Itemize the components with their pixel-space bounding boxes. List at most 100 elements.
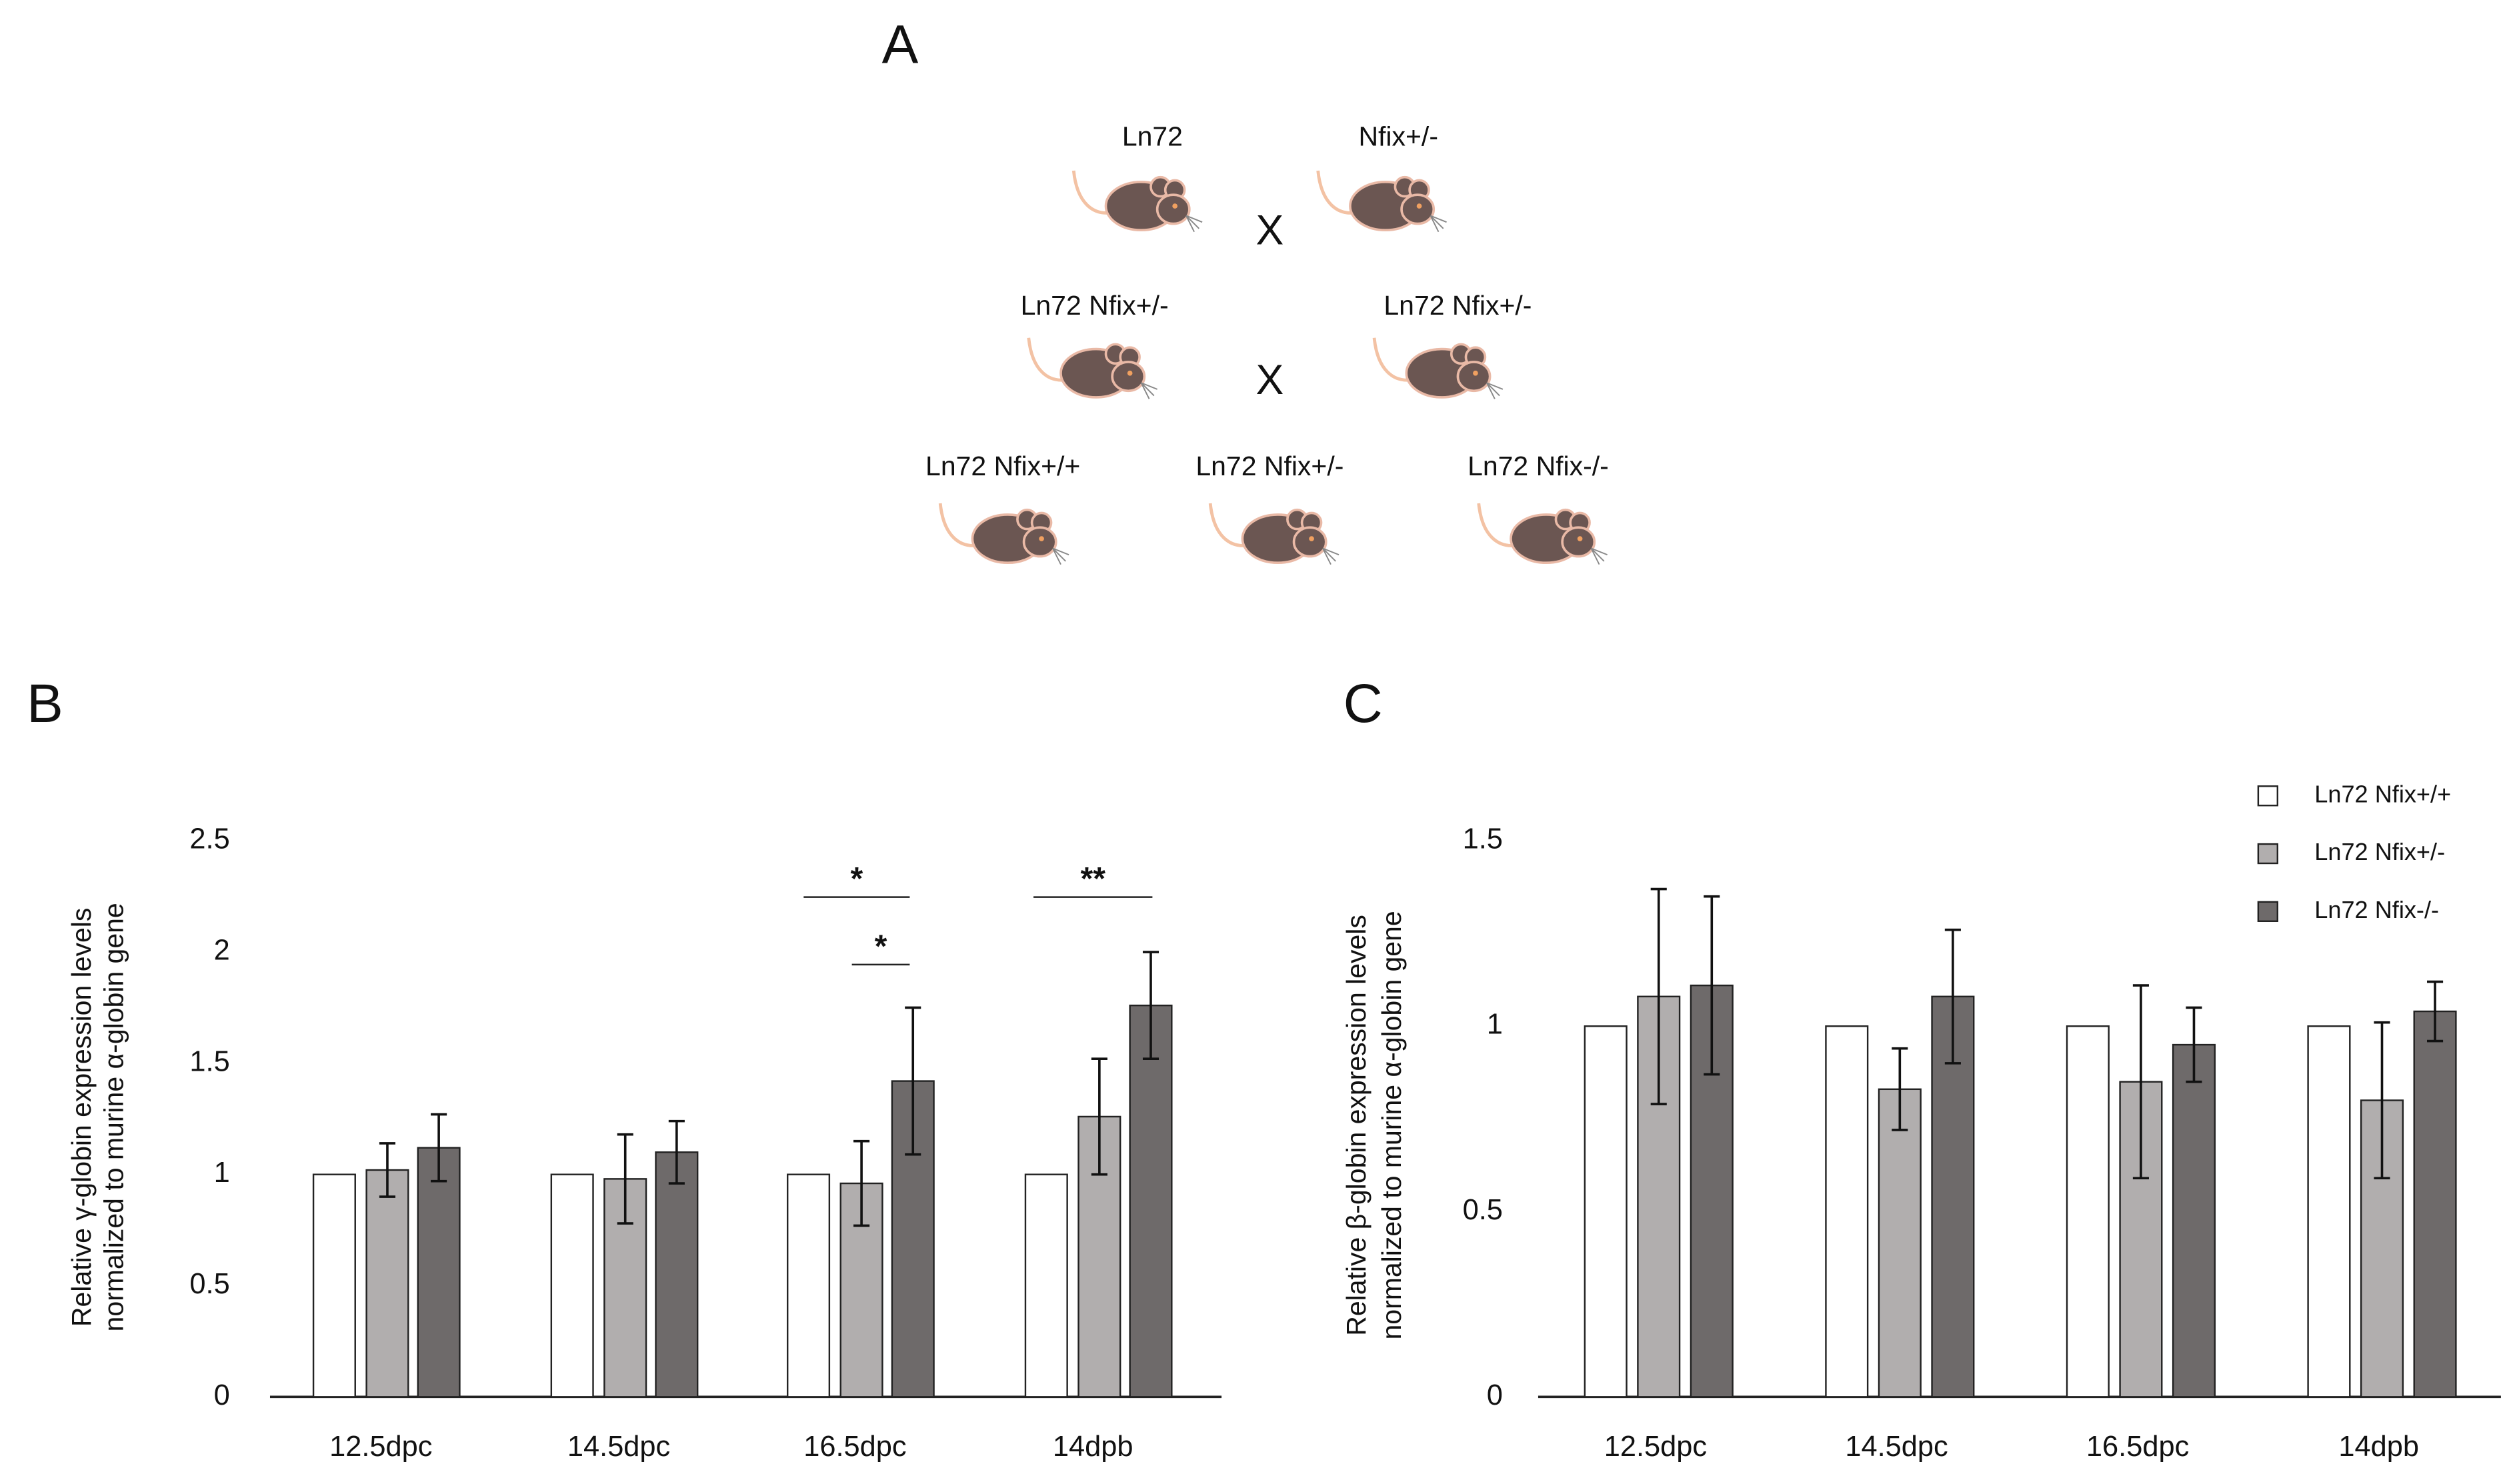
error-bar bbox=[2374, 1021, 2390, 1180]
mouse-eye bbox=[1172, 203, 1178, 209]
legend-swatch bbox=[2257, 785, 2279, 807]
y-axis-label: normalized to murine α-globin gene bbox=[1376, 911, 1407, 1339]
error-bar bbox=[1142, 951, 1159, 1061]
mouse-head bbox=[1022, 526, 1057, 558]
y-axis-label: Relative β-globin expression levels bbox=[1341, 915, 1372, 1336]
significance-label: * bbox=[850, 861, 863, 897]
mouse-whiskers bbox=[1430, 215, 1447, 233]
error-bar bbox=[668, 1119, 685, 1185]
bar bbox=[312, 1173, 356, 1398]
mouse-icon bbox=[938, 503, 1069, 565]
mouse-whiskers bbox=[1486, 382, 1504, 399]
error-bar bbox=[1944, 928, 1961, 1065]
error-bar bbox=[1091, 1057, 1107, 1176]
bar bbox=[2066, 1025, 2110, 1398]
bar bbox=[365, 1169, 409, 1398]
mouse-label: Ln72 Nfix-/- bbox=[1468, 451, 1609, 481]
error-bar bbox=[2186, 1006, 2202, 1083]
mouse-label: Nfix+/- bbox=[1358, 121, 1438, 152]
mouse-eye bbox=[1039, 536, 1044, 541]
error-bar bbox=[431, 1113, 447, 1183]
y-tick-label: 1 bbox=[214, 1157, 230, 1189]
legend-swatch bbox=[2257, 901, 2279, 922]
mouse-icon bbox=[1027, 337, 1157, 399]
legend-swatch bbox=[2257, 843, 2279, 865]
bar bbox=[2172, 1043, 2216, 1398]
mouse-label: Ln72 bbox=[1122, 121, 1183, 152]
error-bar bbox=[905, 1006, 921, 1156]
mouse-eye bbox=[1416, 203, 1422, 209]
bar bbox=[1024, 1173, 1068, 1398]
mouse-label: Ln72 Nfix+/- bbox=[1021, 290, 1169, 321]
error-bar bbox=[1704, 895, 1720, 1076]
y-tick-label: 1 bbox=[1487, 1009, 1503, 1041]
x-tick-label: 14dpb bbox=[2338, 1431, 2419, 1463]
bar bbox=[417, 1147, 461, 1398]
mouse-eye bbox=[1127, 370, 1133, 376]
significance-label: ** bbox=[1080, 861, 1105, 897]
bar bbox=[1129, 1004, 1173, 1398]
mouse-head bbox=[1111, 361, 1146, 393]
bar bbox=[786, 1173, 831, 1398]
mouse-icon bbox=[1316, 170, 1447, 233]
mouse-eye bbox=[1473, 370, 1478, 376]
y-tick-label: 2 bbox=[214, 935, 230, 967]
x-tick-label: 14.5dpc bbox=[567, 1431, 670, 1463]
mouse-whiskers bbox=[1322, 547, 1340, 565]
bar bbox=[1825, 1025, 1869, 1398]
mouse-label: Ln72 Nfix+/+ bbox=[925, 451, 1080, 481]
error-bar bbox=[379, 1142, 396, 1198]
y-tick-label: 1.5 bbox=[189, 1045, 229, 1077]
bar bbox=[655, 1151, 699, 1398]
panel-label: C bbox=[1344, 673, 1383, 734]
error-bar bbox=[2427, 980, 2444, 1043]
bar bbox=[2307, 1025, 2351, 1398]
bar bbox=[1584, 1025, 1628, 1398]
x-tick-label: 16.5dpc bbox=[2086, 1431, 2189, 1463]
error-bar bbox=[1650, 887, 1667, 1105]
y-tick-label: 0.5 bbox=[1463, 1194, 1503, 1226]
mouse-whiskers bbox=[1590, 547, 1608, 565]
x-tick-label: 14.5dpc bbox=[1845, 1431, 1948, 1463]
mouse-head bbox=[1155, 193, 1191, 225]
mouse-eye bbox=[1577, 536, 1583, 541]
y-axis-label: normalized to murine α-globin gene bbox=[98, 903, 129, 1331]
legend-label: Ln72 Nfix+/- bbox=[2314, 838, 2445, 865]
y-tick-label: 0.5 bbox=[189, 1268, 229, 1300]
x-tick-label: 12.5dpc bbox=[1604, 1431, 1707, 1463]
mouse-whiskers bbox=[1185, 215, 1203, 233]
mouse-icon bbox=[1372, 337, 1504, 399]
error-bar bbox=[617, 1133, 633, 1225]
bar bbox=[1878, 1088, 1922, 1398]
mouse-label: Ln72 Nfix+/- bbox=[1195, 451, 1344, 481]
x-tick-label: 12.5dpc bbox=[329, 1431, 432, 1463]
mouse-icon bbox=[1477, 503, 1608, 565]
y-tick-label: 2.5 bbox=[189, 823, 229, 855]
error-bar bbox=[1892, 1047, 1908, 1131]
mouse-head bbox=[1561, 526, 1596, 558]
bar bbox=[550, 1173, 594, 1398]
cross-symbol: X bbox=[1255, 207, 1284, 254]
error-bar bbox=[853, 1139, 870, 1227]
mouse-whiskers bbox=[1052, 547, 1069, 565]
mouse-icon bbox=[1071, 170, 1203, 233]
mouse-whiskers bbox=[1140, 382, 1157, 399]
mouse-head bbox=[1456, 361, 1492, 393]
panel-label: B bbox=[27, 673, 63, 734]
mouse-head bbox=[1292, 526, 1328, 558]
y-tick-label: 1.5 bbox=[1463, 823, 1503, 855]
y-axis-label: Relative γ-globin expression levels bbox=[66, 908, 97, 1327]
x-tick-label: 16.5dpc bbox=[803, 1431, 906, 1463]
legend-label: Ln72 Nfix-/- bbox=[2314, 896, 2439, 923]
y-tick-label: 0 bbox=[214, 1379, 230, 1411]
error-bar bbox=[2132, 984, 2149, 1180]
bar bbox=[2413, 1010, 2457, 1398]
cross-symbol: X bbox=[1255, 357, 1284, 403]
mouse-eye bbox=[1309, 536, 1314, 541]
panel-label: A bbox=[882, 14, 919, 75]
y-tick-label: 0 bbox=[1487, 1379, 1503, 1411]
mouse-head bbox=[1400, 193, 1436, 225]
mouse-label: Ln72 Nfix+/- bbox=[1384, 290, 1532, 321]
mouse-icon bbox=[1208, 503, 1340, 565]
